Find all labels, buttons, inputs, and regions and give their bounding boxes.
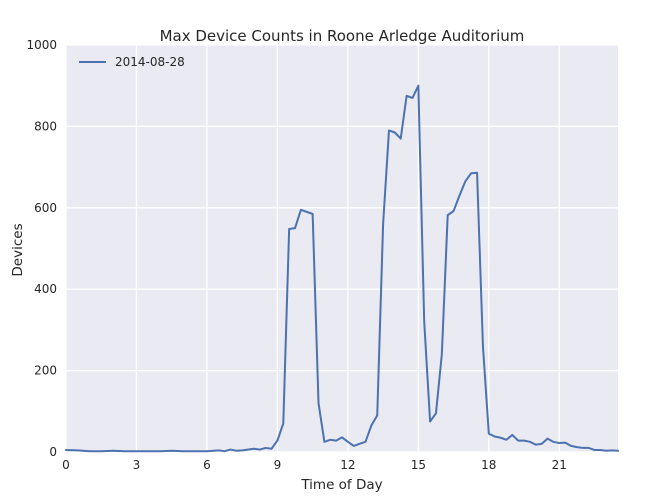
- x-tick-label: 21: [552, 458, 567, 472]
- y-axis-label: Devices: [10, 223, 26, 276]
- x-tick-label: 15: [411, 458, 426, 472]
- y-tick-label: 600: [34, 201, 57, 215]
- x-tick-label: 12: [340, 458, 355, 472]
- plot-background: [66, 45, 618, 452]
- y-tick-label: 200: [34, 364, 57, 378]
- x-tick-label: 6: [203, 458, 211, 472]
- x-tick-label: 0: [62, 458, 70, 472]
- series-line-2014-08-28: [65, 84, 619, 453]
- y-tick-label: 1000: [26, 38, 57, 52]
- x-tick-labels: 0 3 6 9 12 15 18 21: [62, 458, 567, 472]
- chart-title: Max Device Counts in Roone Arledge Audit…: [160, 27, 525, 45]
- x-axis-label: Time of Day: [300, 477, 382, 493]
- y-tick-label: 400: [34, 282, 57, 296]
- y-tick-label: 800: [34, 119, 57, 133]
- legend: 2014-08-28: [79, 55, 185, 69]
- legend-entry-2014-08-28: 2014-08-28: [115, 55, 185, 69]
- x-tick-label: 3: [133, 458, 141, 472]
- y-tick-labels: 0 200 400 600 800 1000: [26, 38, 57, 459]
- x-tick-label: 9: [274, 458, 282, 472]
- x-tick-label: 18: [481, 458, 496, 472]
- y-tick-label: 0: [49, 445, 57, 459]
